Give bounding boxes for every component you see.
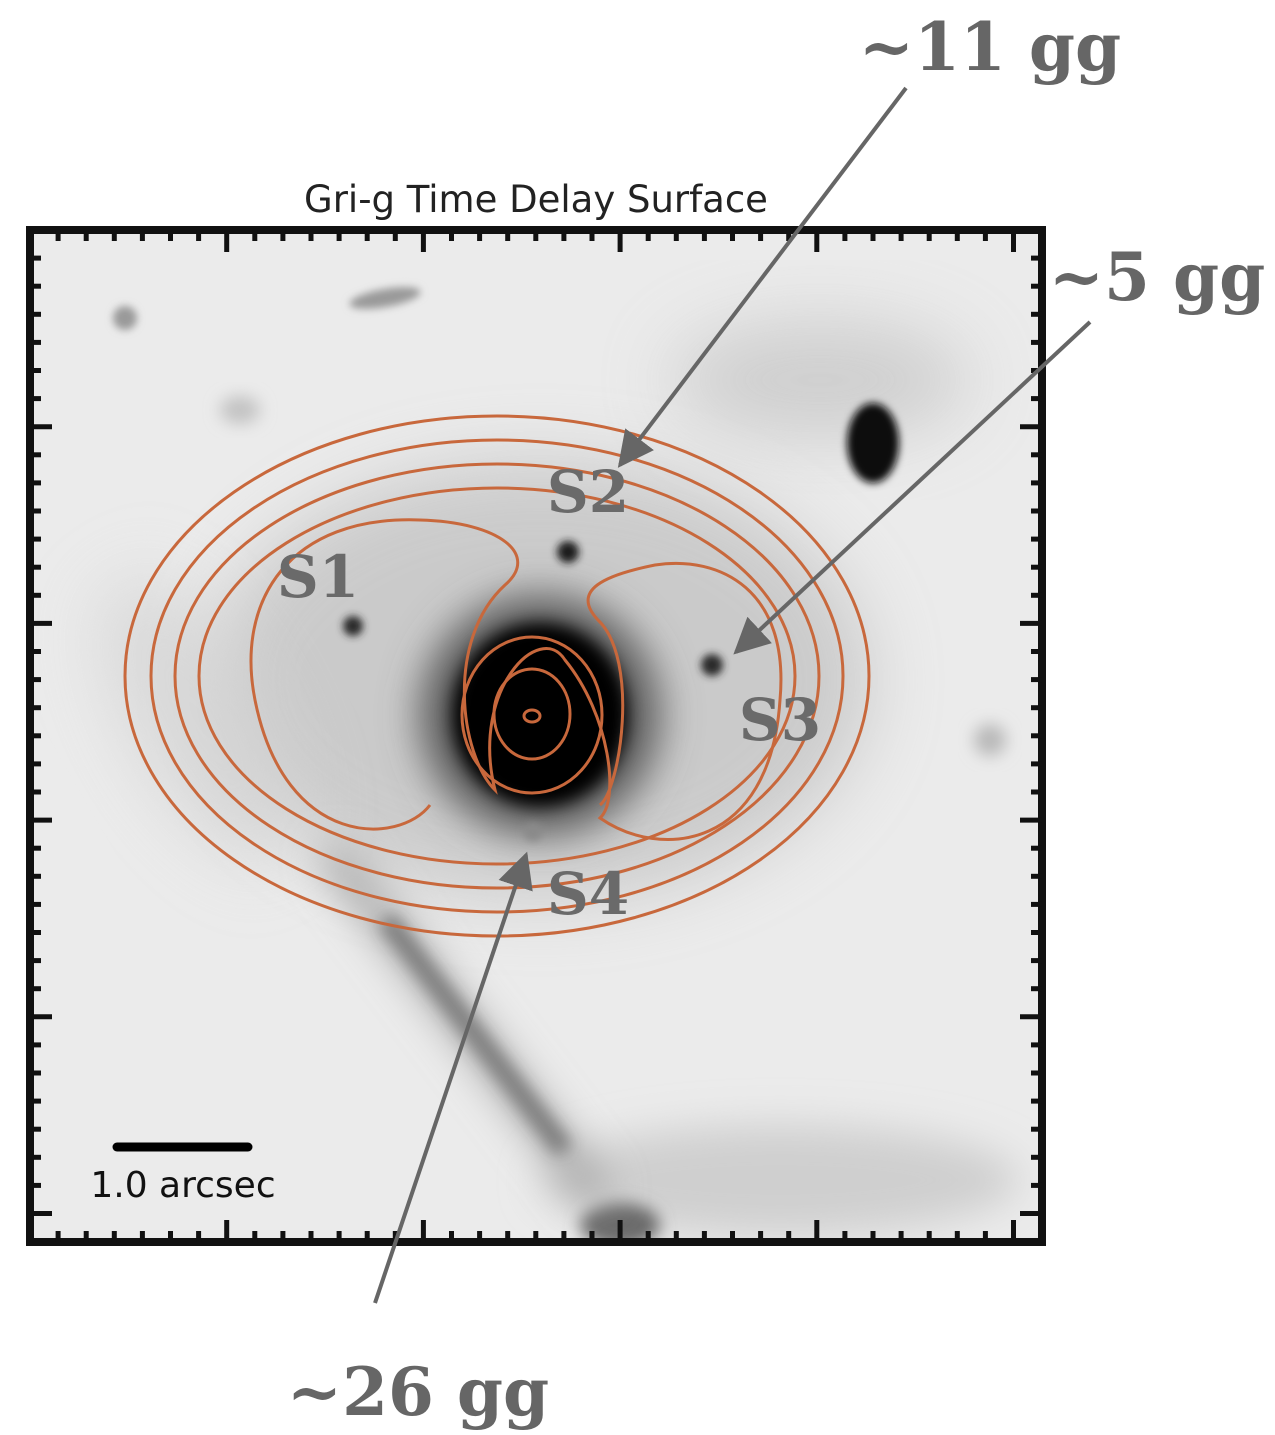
delay-label-s4: ~26 gg	[287, 1353, 549, 1431]
image-s4-source	[524, 823, 542, 841]
arrow-s3	[733, 320, 1092, 655]
image-s2-source	[557, 541, 579, 563]
arrow-s2	[617, 86, 908, 468]
label-s2: S2	[547, 458, 629, 526]
contour-core-1	[460, 635, 604, 795]
figure-title: Gri-g Time Delay Surface	[304, 178, 768, 221]
delay-label-s2: ~11 gg	[859, 8, 1121, 86]
label-s1: S1	[277, 543, 359, 611]
scale-bar-label: 1.0 arcsec	[90, 1165, 275, 1206]
contour-outer-2	[149, 438, 845, 914]
image-panel: 1.0 arcsec	[30, 230, 1042, 1242]
arrow-s4	[373, 851, 533, 1304]
delay-label-s3: ~5 gg	[1049, 238, 1266, 316]
neighbor-galaxy	[847, 403, 899, 483]
contour-outer-4	[197, 486, 797, 866]
faint-source	[113, 306, 137, 330]
image-s3-source	[701, 654, 723, 676]
label-s4: S4	[547, 860, 629, 928]
image-s1-source	[343, 616, 363, 636]
contour-saddle	[249, 518, 783, 841]
label-s3: S3	[739, 686, 821, 754]
contour-core-3	[522, 708, 542, 724]
contour-outer-3	[173, 462, 821, 890]
axis-ticks	[30, 230, 1042, 1242]
contour-core-2	[492, 667, 572, 761]
faint-arc	[349, 287, 421, 309]
